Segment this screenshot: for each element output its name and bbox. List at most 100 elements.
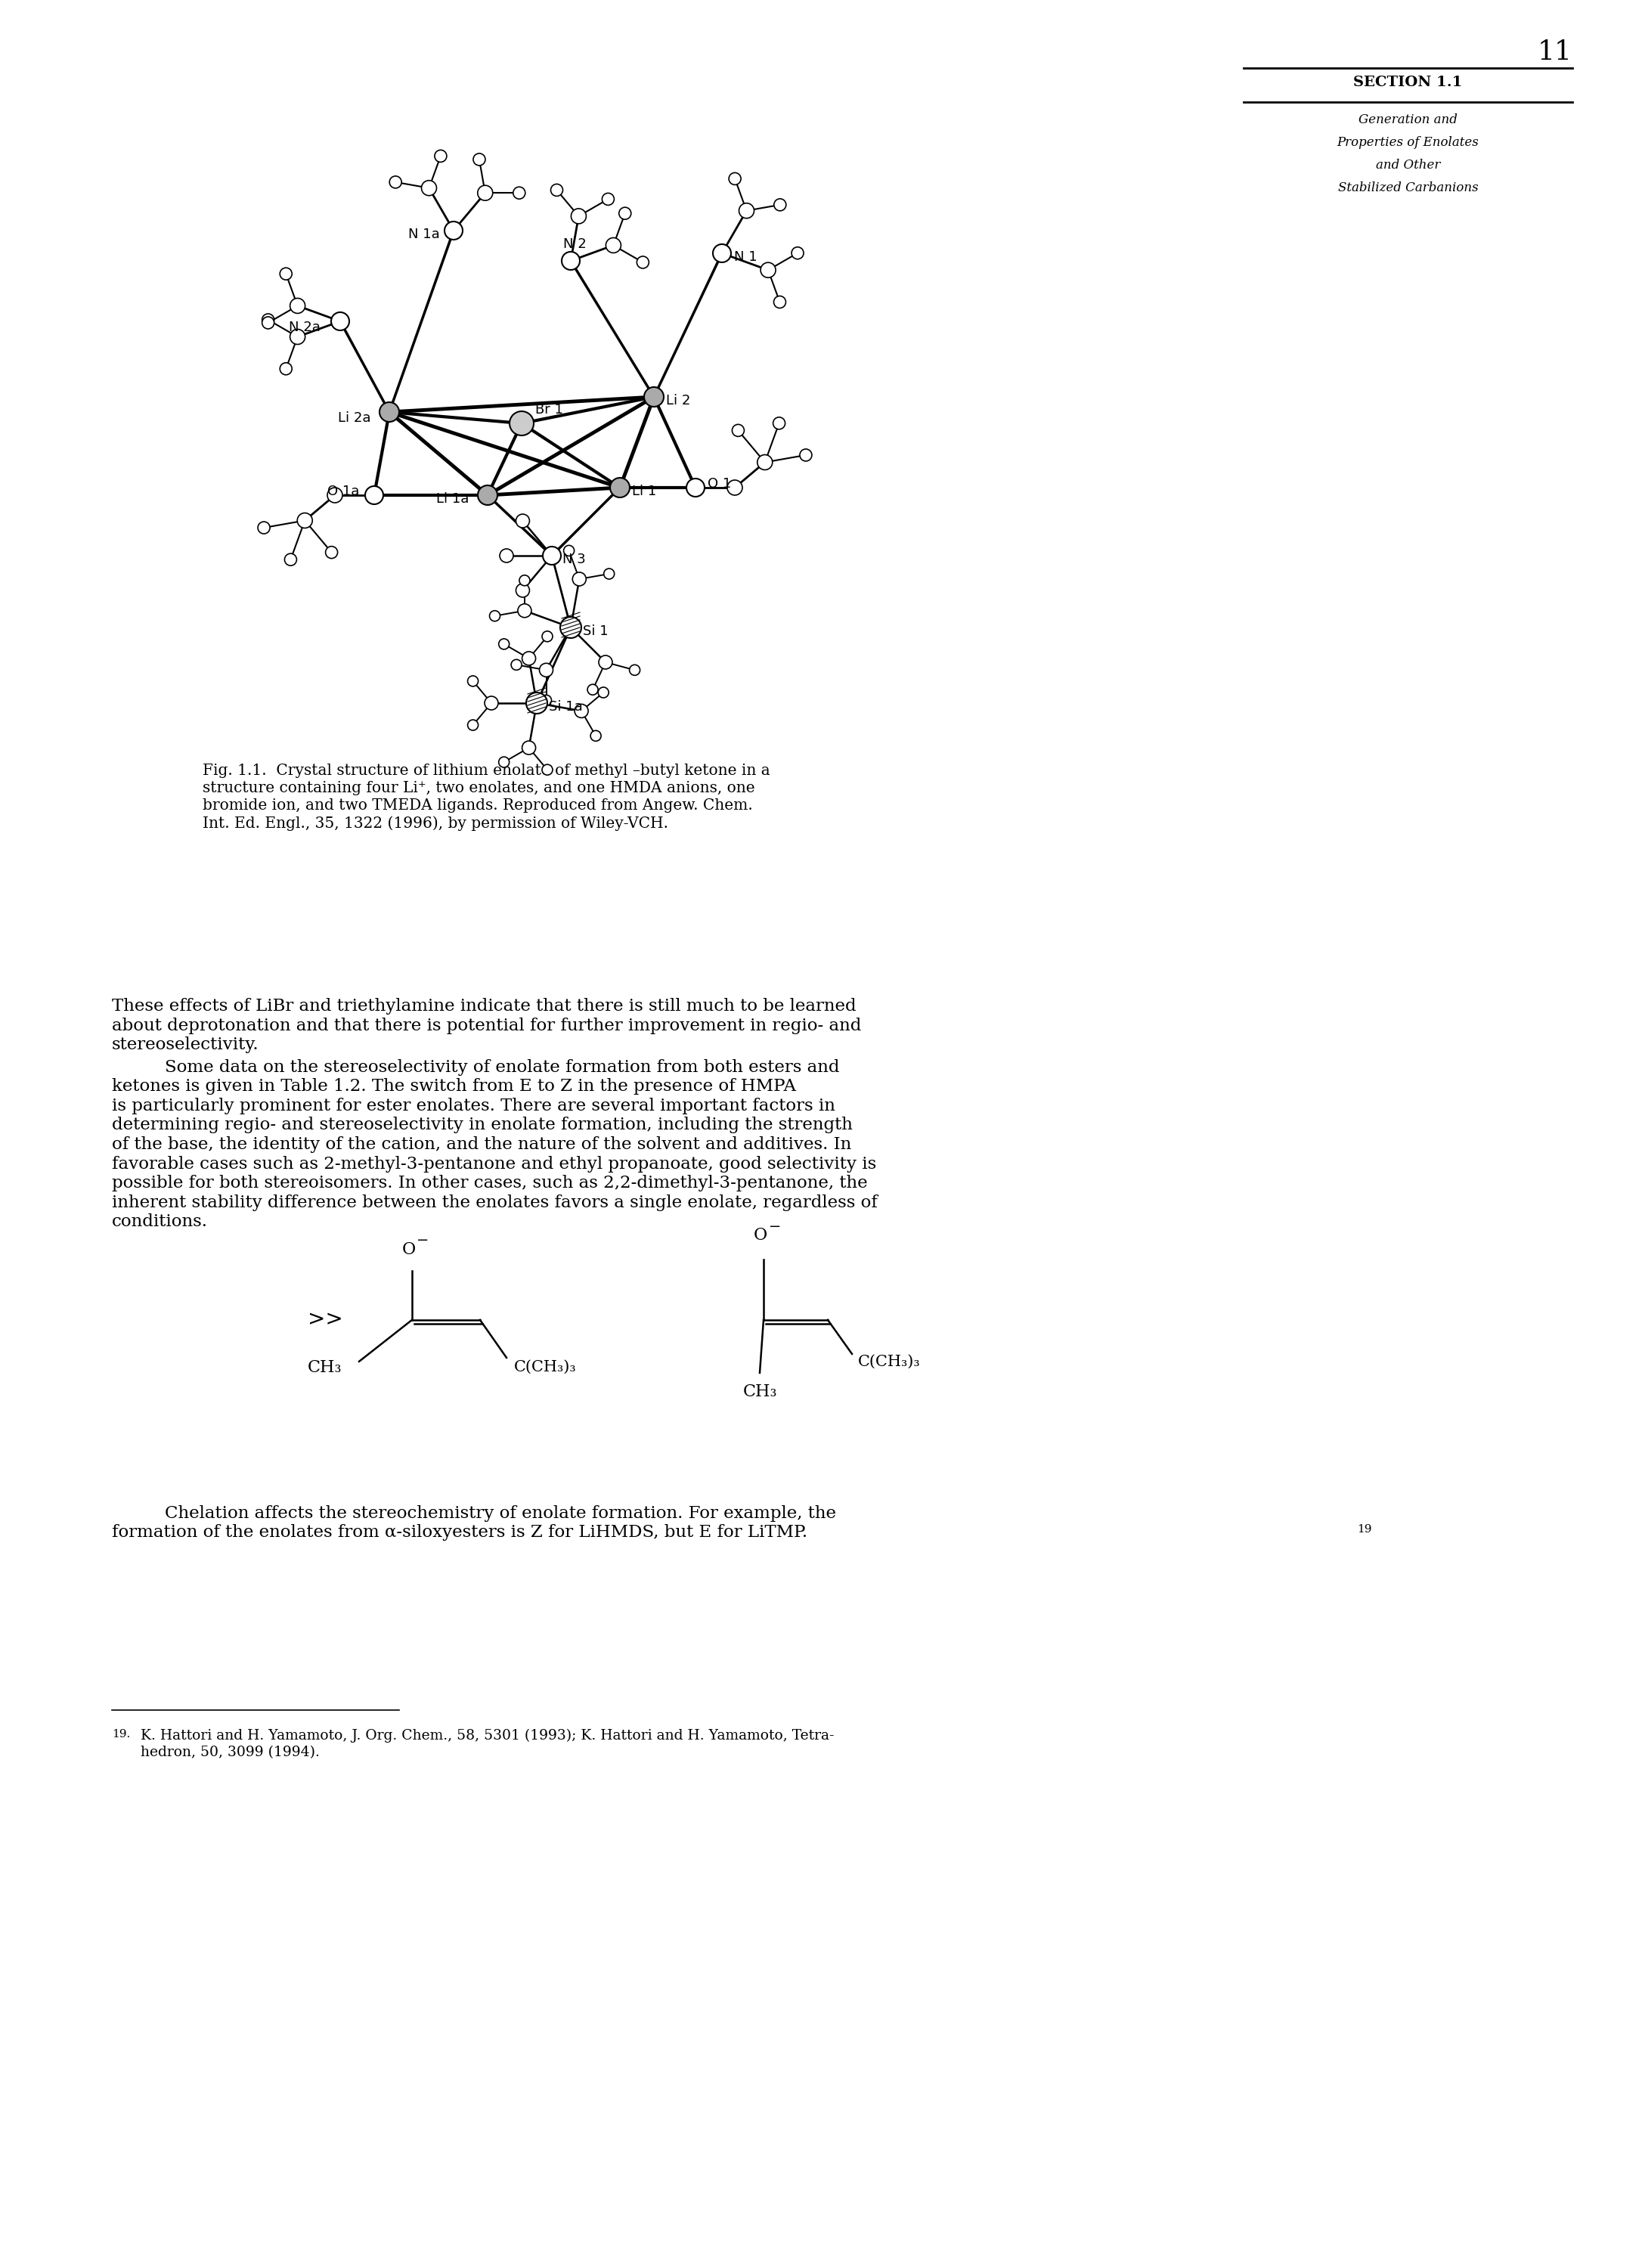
Circle shape xyxy=(604,569,614,578)
Text: >>: >> xyxy=(308,1309,342,1329)
Circle shape xyxy=(727,481,742,494)
Circle shape xyxy=(637,256,648,268)
Circle shape xyxy=(258,522,270,533)
Circle shape xyxy=(572,572,586,585)
Circle shape xyxy=(498,758,510,767)
Circle shape xyxy=(541,694,551,705)
Circle shape xyxy=(365,485,383,503)
Circle shape xyxy=(512,660,521,669)
Text: stereoselectivity.: stereoselectivity. xyxy=(112,1036,258,1052)
Text: Li 2a: Li 2a xyxy=(337,411,370,424)
Text: Some data on the stereoselectivity of enolate formation from both esters and: Some data on the stereoselectivity of en… xyxy=(165,1059,839,1075)
Circle shape xyxy=(591,730,600,742)
Circle shape xyxy=(280,268,291,279)
Text: Li 1: Li 1 xyxy=(632,485,656,499)
Circle shape xyxy=(587,685,599,694)
Text: −: − xyxy=(768,1220,781,1234)
Circle shape xyxy=(477,186,493,200)
Circle shape xyxy=(773,417,785,429)
Circle shape xyxy=(498,640,510,649)
Circle shape xyxy=(610,479,630,497)
Text: N 1: N 1 xyxy=(734,249,757,263)
Circle shape xyxy=(712,245,730,263)
Circle shape xyxy=(327,488,342,503)
Text: Li 2: Li 2 xyxy=(666,395,691,408)
Circle shape xyxy=(773,297,786,308)
Circle shape xyxy=(599,655,612,669)
Circle shape xyxy=(543,764,553,776)
Text: Int. Ed. Engl., 35, 1322 (1996), by permission of Wiley-VCH.: Int. Ed. Engl., 35, 1322 (1996), by perm… xyxy=(202,816,668,830)
Text: about deprotonation and that there is potential for further improvement in regio: about deprotonation and that there is po… xyxy=(112,1018,862,1034)
Circle shape xyxy=(605,238,620,252)
Text: O 1a: O 1a xyxy=(327,485,359,499)
Text: CH₃: CH₃ xyxy=(742,1383,776,1399)
Circle shape xyxy=(262,318,275,329)
Circle shape xyxy=(543,547,561,565)
Text: Li 1a: Li 1a xyxy=(436,492,469,506)
Text: ketones is given in Table 1.2. The switch from E to Z in the presence of HMPA: ketones is given in Table 1.2. The switc… xyxy=(112,1077,796,1095)
Circle shape xyxy=(510,411,533,435)
Circle shape xyxy=(518,603,531,617)
Text: Br 1: Br 1 xyxy=(535,404,563,417)
Circle shape xyxy=(561,617,581,637)
Text: favorable cases such as 2-methyl-3-pentanone and ethyl propanoate, good selectiv: favorable cases such as 2-methyl-3-penta… xyxy=(112,1157,877,1173)
Text: Chelation affects the stereochemistry of enolate formation. For example, the: Chelation affects the stereochemistry of… xyxy=(165,1506,836,1522)
Circle shape xyxy=(474,154,485,166)
Circle shape xyxy=(775,200,786,211)
Circle shape xyxy=(500,549,513,562)
Circle shape xyxy=(380,401,400,422)
Circle shape xyxy=(517,583,530,596)
Text: C(CH₃)₃: C(CH₃)₃ xyxy=(513,1359,576,1374)
Text: possible for both stereoisomers. In other cases, such as 2,2-dimethyl-3-pentanon: possible for both stereoisomers. In othe… xyxy=(112,1175,867,1191)
Circle shape xyxy=(390,177,401,188)
Text: 19.: 19. xyxy=(112,1728,130,1740)
Text: and Other: and Other xyxy=(1375,159,1441,172)
Text: N 2: N 2 xyxy=(563,238,587,252)
Text: O 1: O 1 xyxy=(707,476,732,490)
Circle shape xyxy=(290,297,304,313)
Text: is particularly prominent for ester enolates. There are several important factor: is particularly prominent for ester enol… xyxy=(112,1098,836,1114)
Text: Si 1: Si 1 xyxy=(582,624,609,637)
Text: bromide ion, and two TMEDA ligands. Reproduced from Angew. Chem.: bromide ion, and two TMEDA ligands. Repr… xyxy=(202,798,753,812)
Text: SECTION 1.1: SECTION 1.1 xyxy=(1354,75,1462,88)
Circle shape xyxy=(517,515,530,528)
Circle shape xyxy=(551,184,563,195)
Text: inherent stability difference between the enolates favors a single enolate, rega: inherent stability difference between th… xyxy=(112,1195,877,1211)
Circle shape xyxy=(564,544,574,556)
Circle shape xyxy=(574,703,589,717)
Circle shape xyxy=(331,313,349,331)
Circle shape xyxy=(290,329,304,345)
Circle shape xyxy=(521,651,536,665)
Text: These effects of LiBr and triethylamine indicate that there is still much to be : These effects of LiBr and triethylamine … xyxy=(112,998,857,1014)
Text: Stabilized Carbanions: Stabilized Carbanions xyxy=(1337,181,1479,195)
Circle shape xyxy=(540,662,553,676)
Text: O: O xyxy=(753,1227,768,1243)
Text: Generation and: Generation and xyxy=(1359,113,1457,127)
Circle shape xyxy=(285,553,296,565)
Circle shape xyxy=(526,692,548,714)
Text: C(CH₃)₃: C(CH₃)₃ xyxy=(859,1354,921,1368)
Circle shape xyxy=(645,388,663,406)
Circle shape xyxy=(520,576,530,585)
Circle shape xyxy=(561,252,579,270)
Text: determining regio- and stereoselectivity in enolate formation, including the str: determining regio- and stereoselectivity… xyxy=(112,1116,852,1134)
Circle shape xyxy=(467,719,479,730)
Text: N 1a: N 1a xyxy=(408,227,439,240)
Circle shape xyxy=(729,172,740,184)
Text: Si 1a: Si 1a xyxy=(549,701,582,714)
Circle shape xyxy=(799,449,813,460)
Circle shape xyxy=(630,665,640,676)
Circle shape xyxy=(543,631,553,642)
Circle shape xyxy=(421,181,436,195)
Circle shape xyxy=(490,610,500,621)
Circle shape xyxy=(326,547,337,558)
Circle shape xyxy=(619,206,632,220)
Text: K. Hattori and H. Yamamoto, J. Org. Chem., 58, 5301 (1993); K. Hattori and H. Ya: K. Hattori and H. Yamamoto, J. Org. Chem… xyxy=(140,1728,834,1742)
Text: conditions.: conditions. xyxy=(112,1213,207,1229)
Circle shape xyxy=(280,363,291,374)
Circle shape xyxy=(521,742,536,755)
Circle shape xyxy=(602,193,614,204)
Text: formation of the enolates from α-siloxyesters is Z for LiHMDS, but E for LiTMP.: formation of the enolates from α-siloxye… xyxy=(112,1524,808,1540)
Text: N 2a: N 2a xyxy=(290,320,321,333)
Circle shape xyxy=(732,424,744,435)
